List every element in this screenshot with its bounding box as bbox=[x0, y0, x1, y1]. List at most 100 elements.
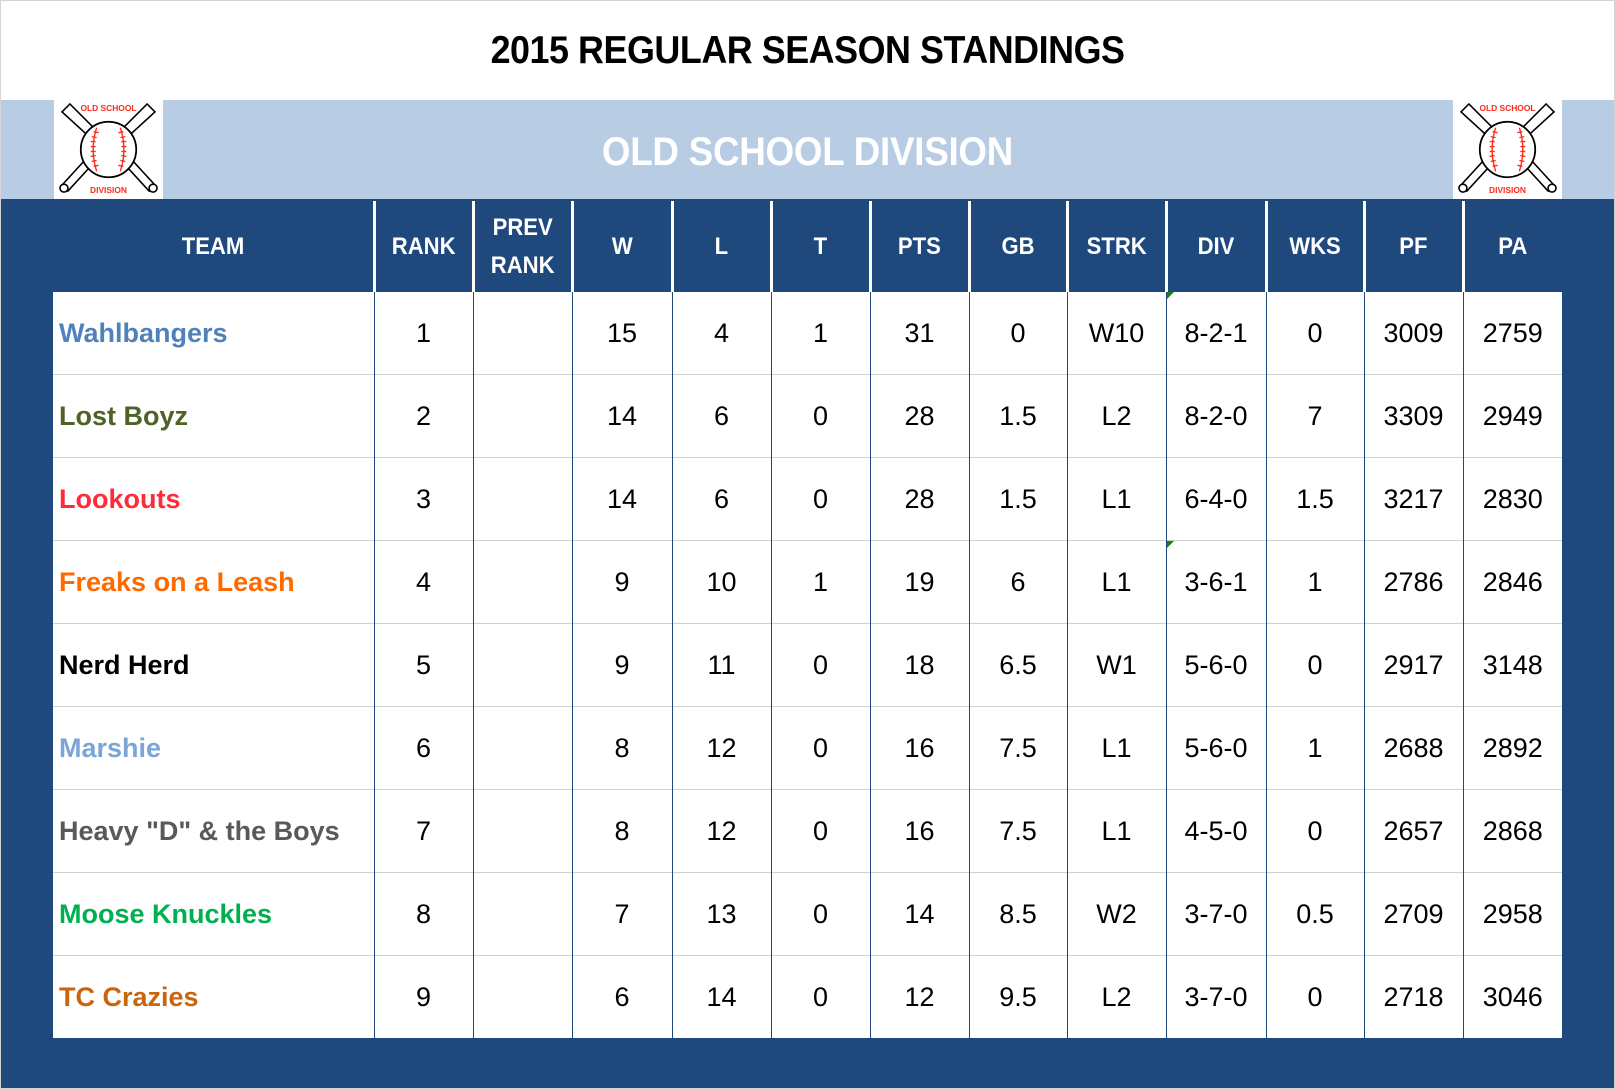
column-header-pf[interactable]: PF bbox=[1362, 201, 1463, 292]
cell-w[interactable]: 7 bbox=[571, 872, 672, 956]
cell-div[interactable]: 3-6-1 bbox=[1165, 540, 1266, 624]
column-header-pts[interactable]: PTS bbox=[868, 201, 969, 292]
column-header-team[interactable]: TEAM bbox=[53, 201, 374, 292]
cell-strk[interactable]: L2 bbox=[1066, 374, 1166, 458]
cell-pa[interactable]: 2759 bbox=[1462, 292, 1562, 375]
cell-strk[interactable]: W10 bbox=[1066, 292, 1166, 375]
cell-gb[interactable]: 6.5 bbox=[968, 623, 1067, 707]
cell-strk[interactable]: W2 bbox=[1066, 872, 1166, 956]
cell-l[interactable]: 12 bbox=[671, 706, 771, 790]
cell-pts[interactable]: 31 bbox=[869, 292, 969, 375]
cell-w[interactable]: 8 bbox=[571, 706, 672, 790]
cell-l[interactable]: 6 bbox=[671, 457, 771, 541]
cell-gb[interactable]: 8.5 bbox=[968, 872, 1067, 956]
cell-pa[interactable]: 3148 bbox=[1462, 623, 1562, 707]
cell-wks[interactable]: 1 bbox=[1265, 706, 1364, 790]
cell-pts[interactable]: 16 bbox=[869, 789, 969, 873]
cell-rank[interactable]: 9 bbox=[373, 955, 473, 1038]
column-header-strk[interactable]: STRK bbox=[1065, 201, 1166, 292]
cell-team[interactable]: Marshie bbox=[53, 706, 374, 790]
cell-team[interactable]: Moose Knuckles bbox=[53, 872, 374, 956]
cell-rank[interactable]: 4 bbox=[373, 540, 473, 624]
cell-pa[interactable]: 2949 bbox=[1462, 374, 1562, 458]
cell-prev-rank[interactable] bbox=[472, 374, 572, 458]
cell-l[interactable]: 10 bbox=[671, 540, 771, 624]
cell-rank[interactable]: 5 bbox=[373, 623, 473, 707]
cell-pts[interactable]: 12 bbox=[869, 955, 969, 1038]
cell-pts[interactable]: 28 bbox=[869, 457, 969, 541]
cell-pa[interactable]: 2868 bbox=[1462, 789, 1562, 873]
cell-prev-rank[interactable] bbox=[472, 872, 572, 956]
cell-prev-rank[interactable] bbox=[472, 706, 572, 790]
column-header-t[interactable]: T bbox=[769, 201, 870, 292]
cell-prev-rank[interactable] bbox=[472, 955, 572, 1038]
cell-l[interactable]: 12 bbox=[671, 789, 771, 873]
cell-team[interactable]: Freaks on a Leash bbox=[53, 540, 374, 624]
cell-div[interactable]: 3-7-0 bbox=[1165, 955, 1266, 1038]
cell-w[interactable]: 14 bbox=[571, 374, 672, 458]
cell-div[interactable]: 8-2-1 bbox=[1165, 292, 1266, 375]
cell-team[interactable]: Wahlbangers bbox=[53, 292, 374, 375]
column-header-rank[interactable]: RANK bbox=[372, 201, 473, 292]
cell-pts[interactable]: 14 bbox=[869, 872, 969, 956]
cell-l[interactable]: 14 bbox=[671, 955, 771, 1038]
cell-w[interactable]: 6 bbox=[571, 955, 672, 1038]
cell-rank[interactable]: 2 bbox=[373, 374, 473, 458]
cell-rank[interactable]: 6 bbox=[373, 706, 473, 790]
cell-pf[interactable]: 2657 bbox=[1363, 789, 1463, 873]
cell-l[interactable]: 11 bbox=[671, 623, 771, 707]
cell-gb[interactable]: 1.5 bbox=[968, 374, 1067, 458]
cell-team[interactable]: Lost Boyz bbox=[53, 374, 374, 458]
cell-wks[interactable]: 0.5 bbox=[1265, 872, 1364, 956]
cell-t[interactable]: 1 bbox=[770, 292, 870, 375]
cell-pa[interactable]: 2830 bbox=[1462, 457, 1562, 541]
cell-t[interactable]: 0 bbox=[770, 955, 870, 1038]
cell-prev-rank[interactable] bbox=[472, 292, 572, 375]
cell-w[interactable]: 9 bbox=[571, 540, 672, 624]
cell-rank[interactable]: 7 bbox=[373, 789, 473, 873]
cell-div[interactable]: 5-6-0 bbox=[1165, 623, 1266, 707]
cell-strk[interactable]: L1 bbox=[1066, 457, 1166, 541]
cell-gb[interactable]: 1.5 bbox=[968, 457, 1067, 541]
cell-strk[interactable]: L1 bbox=[1066, 789, 1166, 873]
cell-wks[interactable]: 0 bbox=[1265, 955, 1364, 1038]
cell-div[interactable]: 5-6-0 bbox=[1165, 706, 1266, 790]
cell-prev-rank[interactable] bbox=[472, 623, 572, 707]
cell-t[interactable]: 0 bbox=[770, 706, 870, 790]
cell-div[interactable]: 6-4-0 bbox=[1165, 457, 1266, 541]
cell-prev-rank[interactable] bbox=[472, 457, 572, 541]
cell-t[interactable]: 0 bbox=[770, 457, 870, 541]
column-header-w[interactable]: W bbox=[570, 201, 672, 292]
column-header-wks[interactable]: WKS bbox=[1264, 201, 1364, 292]
cell-strk[interactable]: L1 bbox=[1066, 540, 1166, 624]
cell-w[interactable]: 9 bbox=[571, 623, 672, 707]
cell-t[interactable]: 0 bbox=[770, 789, 870, 873]
cell-t[interactable]: 0 bbox=[770, 872, 870, 956]
column-header-div[interactable]: DIV bbox=[1164, 201, 1266, 292]
cell-div[interactable]: 4-5-0 bbox=[1165, 789, 1266, 873]
cell-wks[interactable]: 1 bbox=[1265, 540, 1364, 624]
cell-rank[interactable]: 1 bbox=[373, 292, 473, 375]
cell-strk[interactable]: W1 bbox=[1066, 623, 1166, 707]
cell-wks[interactable]: 0 bbox=[1265, 623, 1364, 707]
column-header-l[interactable]: L bbox=[670, 201, 771, 292]
column-header-gb[interactable]: GB bbox=[967, 201, 1067, 292]
cell-wks[interactable]: 7 bbox=[1265, 374, 1364, 458]
cell-l[interactable]: 4 bbox=[671, 292, 771, 375]
cell-pf[interactable]: 2786 bbox=[1363, 540, 1463, 624]
cell-gb[interactable]: 0 bbox=[968, 292, 1067, 375]
column-header-prev-rank[interactable]: PREV RANK bbox=[471, 201, 572, 292]
cell-rank[interactable]: 8 bbox=[373, 872, 473, 956]
cell-pf[interactable]: 2709 bbox=[1363, 872, 1463, 956]
cell-pts[interactable]: 28 bbox=[869, 374, 969, 458]
cell-t[interactable]: 0 bbox=[770, 374, 870, 458]
cell-gb[interactable]: 9.5 bbox=[968, 955, 1067, 1038]
cell-div[interactable]: 8-2-0 bbox=[1165, 374, 1266, 458]
cell-team[interactable]: Heavy "D" & the Boys bbox=[53, 789, 374, 873]
cell-team[interactable]: Nerd Herd bbox=[53, 623, 374, 707]
cell-pf[interactable]: 3009 bbox=[1363, 292, 1463, 375]
cell-prev-rank[interactable] bbox=[472, 789, 572, 873]
cell-wks[interactable]: 0 bbox=[1265, 292, 1364, 375]
cell-pf[interactable]: 3309 bbox=[1363, 374, 1463, 458]
cell-gb[interactable]: 7.5 bbox=[968, 706, 1067, 790]
